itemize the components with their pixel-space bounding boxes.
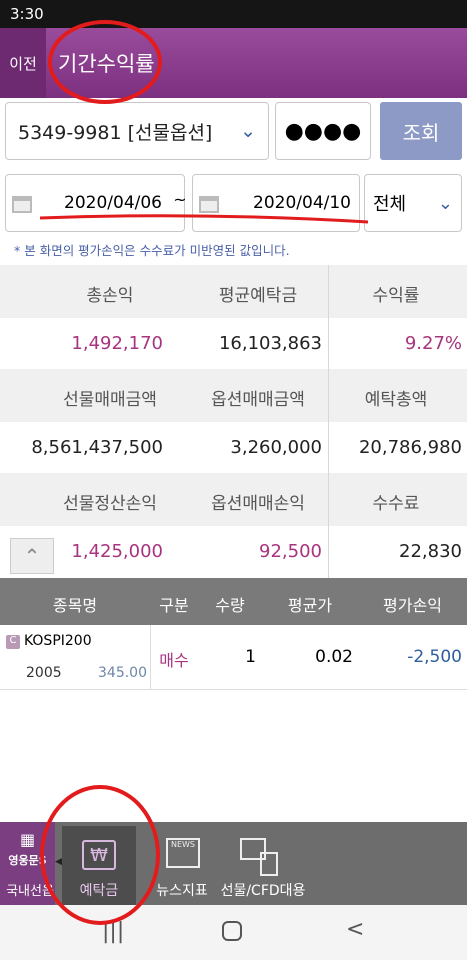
summary-label: 총손익 bbox=[86, 286, 134, 306]
nav-label: 예탁금 bbox=[79, 883, 119, 899]
separator: ~ bbox=[173, 190, 187, 209]
summary-value: 3,260,000 bbox=[230, 437, 322, 458]
label-row bbox=[0, 369, 467, 422]
nav-label: 뉴스지표 bbox=[156, 883, 208, 899]
page-title: 기간수익률 bbox=[58, 52, 155, 76]
account-select[interactable]: 5349-9981 [선물옵션] ⌄ bbox=[5, 102, 269, 160]
column-header: 종목명 bbox=[52, 596, 98, 615]
summary-label: 수수료 bbox=[372, 494, 420, 514]
filter-select[interactable]: 전체 ⌄ bbox=[364, 174, 462, 232]
label-row bbox=[0, 265, 467, 318]
calendar-icon bbox=[199, 196, 219, 213]
summary-label: 선물정산손익 bbox=[63, 494, 157, 514]
summary-label: 옵션매매금액 bbox=[211, 390, 305, 410]
back-button[interactable]: 이전 bbox=[0, 28, 46, 98]
summary-value: 9.27% bbox=[404, 333, 462, 354]
cell-line bbox=[150, 625, 151, 690]
column-header: 구분 bbox=[159, 596, 189, 615]
divider bbox=[328, 265, 329, 578]
back-nav-button[interactable]: < bbox=[346, 917, 365, 942]
account: 5349-9981 [선물옵션] bbox=[18, 121, 213, 144]
nav-label: 국내선옵 bbox=[6, 884, 54, 899]
summary-label: 예탁총액 bbox=[364, 390, 428, 410]
pnl: -2,500 bbox=[407, 647, 462, 667]
table-header bbox=[0, 578, 467, 625]
logo: 영웅문S bbox=[8, 854, 47, 867]
system-nav: ||| < bbox=[0, 905, 467, 960]
summary-value: 20,786,980 bbox=[358, 437, 462, 458]
summary-label: 선물매매금액 bbox=[63, 390, 157, 410]
nav-cfd[interactable]: 선물/CFD대용 bbox=[218, 822, 308, 905]
nav-home[interactable]: ▦ 영웅문S 국내선옵 bbox=[0, 822, 55, 905]
label-row bbox=[0, 473, 467, 526]
column-header: 수량 bbox=[215, 596, 245, 615]
value-row bbox=[0, 318, 467, 369]
password[interactable]: ●●●● bbox=[275, 102, 371, 160]
value-row bbox=[0, 422, 467, 473]
value-row bbox=[0, 526, 467, 577]
nav-news[interactable]: NEWS 뉴스지표 bbox=[148, 822, 216, 905]
summary-label: 옵션매매손익 bbox=[211, 494, 305, 514]
summary-value: 22,830 bbox=[399, 541, 462, 562]
item-code: 2005 bbox=[26, 665, 62, 681]
date: 2020/04/06 bbox=[64, 193, 162, 213]
nav-label: 선물/CFD대용 bbox=[220, 883, 306, 899]
avg: 0.02 bbox=[315, 647, 353, 667]
summary-value: 1,492,170 bbox=[71, 333, 163, 354]
strike: 345.00 bbox=[98, 665, 147, 681]
positions-table: 종목명 구분 수량 평균가 평가손익 C KOSPI200 2005 345.00 매수 1 0.02… bbox=[0, 578, 467, 690]
summary: 총손익 평균예탁금 수익률 1,492,170 16,103,863 9.27% 선물매매금… bbox=[0, 265, 467, 578]
item-name: KOSPI200 bbox=[24, 633, 92, 649]
search-button[interactable]: 조회 bbox=[380, 102, 462, 160]
collapse-button[interactable]: ⌃ bbox=[10, 538, 54, 574]
summary-value: 16,103,863 bbox=[218, 333, 322, 354]
summary-label: 수익률 bbox=[372, 286, 420, 306]
summary-value: 8,561,437,500 bbox=[31, 437, 163, 458]
calendar-icon bbox=[12, 196, 32, 213]
side: 매수 bbox=[159, 651, 189, 670]
bottom-nav: ▦ 영웅문S 국내선옵 ◀ ₩ 예탁금 NEWS 뉴스지표 선물/CFD대용 bbox=[0, 822, 467, 905]
summary-value: 1,425,000 bbox=[71, 541, 163, 562]
recent-button[interactable]: ||| bbox=[102, 919, 125, 944]
badge: C bbox=[6, 635, 20, 649]
note: * 본 화면의 평가손익은 수수료가 미반영된 값입니다. bbox=[14, 243, 290, 258]
nav-deposit[interactable]: ₩ 예탁금 bbox=[62, 826, 136, 905]
news-icon: NEWS bbox=[166, 838, 200, 868]
summary-value: 92,500 bbox=[259, 541, 322, 562]
qty: 1 bbox=[245, 647, 256, 667]
row bbox=[0, 625, 467, 690]
status-bar: 3:30 bbox=[0, 0, 467, 28]
time: 3:30 bbox=[10, 5, 44, 23]
filter: 전체 bbox=[373, 194, 407, 215]
column-header: 평균가 bbox=[287, 596, 333, 615]
date: 2020/04/10 bbox=[253, 193, 351, 213]
home-button[interactable] bbox=[222, 921, 242, 941]
column-header: 평가손익 bbox=[383, 596, 442, 615]
header: 이전 기간수익률 bbox=[0, 28, 467, 98]
summary-label: 평균예탁금 bbox=[218, 286, 298, 306]
